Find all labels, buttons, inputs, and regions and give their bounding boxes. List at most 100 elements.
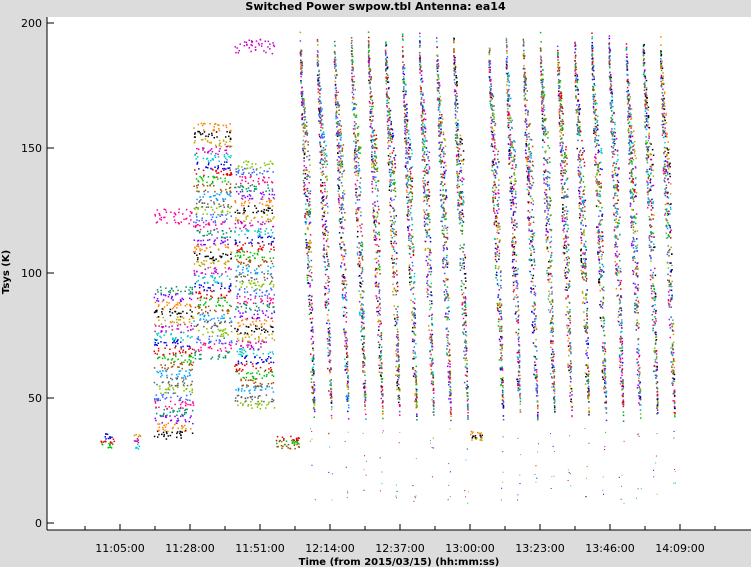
data-point [261, 285, 263, 287]
data-point [174, 384, 177, 387]
data-point [333, 40, 336, 43]
data-point [374, 159, 376, 161]
data-point [215, 207, 218, 209]
data-point [322, 133, 325, 136]
data-point [197, 207, 199, 209]
data-point [239, 281, 241, 283]
data-point [230, 268, 232, 271]
data-point [377, 320, 380, 322]
data-point [375, 221, 378, 223]
data-point [311, 438, 313, 440]
data-point [342, 256, 344, 258]
data-point [273, 194, 276, 196]
data-point [391, 276, 394, 278]
data-point [257, 236, 260, 239]
data-point [268, 243, 270, 245]
data-point [238, 288, 241, 290]
data-point [242, 186, 244, 189]
data-point [172, 290, 175, 292]
data-point [306, 267, 309, 269]
data-point [236, 364, 238, 366]
data-point [245, 264, 248, 267]
data-point [389, 183, 391, 185]
data-point [268, 235, 270, 238]
data-point [347, 490, 349, 492]
data-point [328, 290, 331, 293]
data-point [182, 400, 184, 403]
data-point [374, 282, 377, 285]
data-point [186, 312, 188, 314]
data-point [241, 338, 244, 341]
data-point [323, 244, 325, 246]
data-point [355, 170, 358, 173]
data-point [387, 127, 389, 129]
data-point [376, 296, 378, 298]
data-point [413, 500, 415, 502]
data-point [382, 407, 384, 409]
data-point [259, 389, 262, 391]
data-point [392, 248, 395, 250]
data-point [354, 151, 356, 154]
data-point [309, 242, 311, 245]
data-point [207, 160, 210, 162]
data-point [220, 239, 223, 242]
data-point [390, 174, 392, 176]
data-point [177, 375, 179, 378]
data-point [338, 133, 340, 136]
data-point [224, 240, 226, 242]
data-point [252, 365, 254, 368]
data-point [371, 105, 373, 108]
data-point [162, 316, 165, 319]
data-point [321, 163, 324, 166]
data-point [270, 272, 273, 275]
data-point [415, 495, 417, 497]
data-point [199, 306, 201, 309]
data-point [247, 182, 250, 185]
data-point [217, 319, 220, 322]
data-point [301, 73, 303, 76]
data-point [202, 239, 205, 242]
data-point [368, 60, 370, 62]
data-point [265, 337, 267, 339]
data-point [200, 353, 202, 356]
data-point [426, 282, 428, 284]
data-point [378, 282, 380, 285]
data-point [257, 210, 259, 212]
data-point [397, 354, 399, 356]
data-point [234, 230, 236, 233]
data-point [386, 90, 388, 93]
data-point [346, 400, 349, 402]
data-point [154, 339, 157, 341]
data-point [104, 436, 107, 438]
data-point [336, 135, 339, 138]
data-point [235, 308, 237, 310]
data-point [301, 102, 304, 104]
data-point [237, 254, 239, 257]
data-point [261, 258, 264, 261]
data-point [408, 176, 411, 178]
data-point [398, 366, 400, 368]
data-point [343, 328, 345, 330]
data-point [271, 387, 273, 389]
data-point [155, 406, 157, 409]
data-point [346, 353, 348, 356]
data-point [211, 335, 214, 338]
data-point [226, 254, 229, 256]
data-point [234, 200, 236, 202]
data-point [265, 375, 268, 378]
data-point [259, 289, 261, 291]
data-point [424, 248, 427, 250]
data-point [387, 118, 389, 120]
data-point [398, 442, 400, 444]
data-point [216, 237, 218, 239]
data-point [379, 490, 381, 492]
data-point [371, 183, 373, 185]
data-point [326, 239, 328, 242]
data-segment [153, 208, 195, 440]
data-point [183, 430, 186, 432]
data-point [361, 257, 363, 259]
data-point [194, 169, 196, 171]
data-point [247, 263, 249, 266]
data-point [191, 432, 194, 435]
data-point [344, 277, 346, 279]
